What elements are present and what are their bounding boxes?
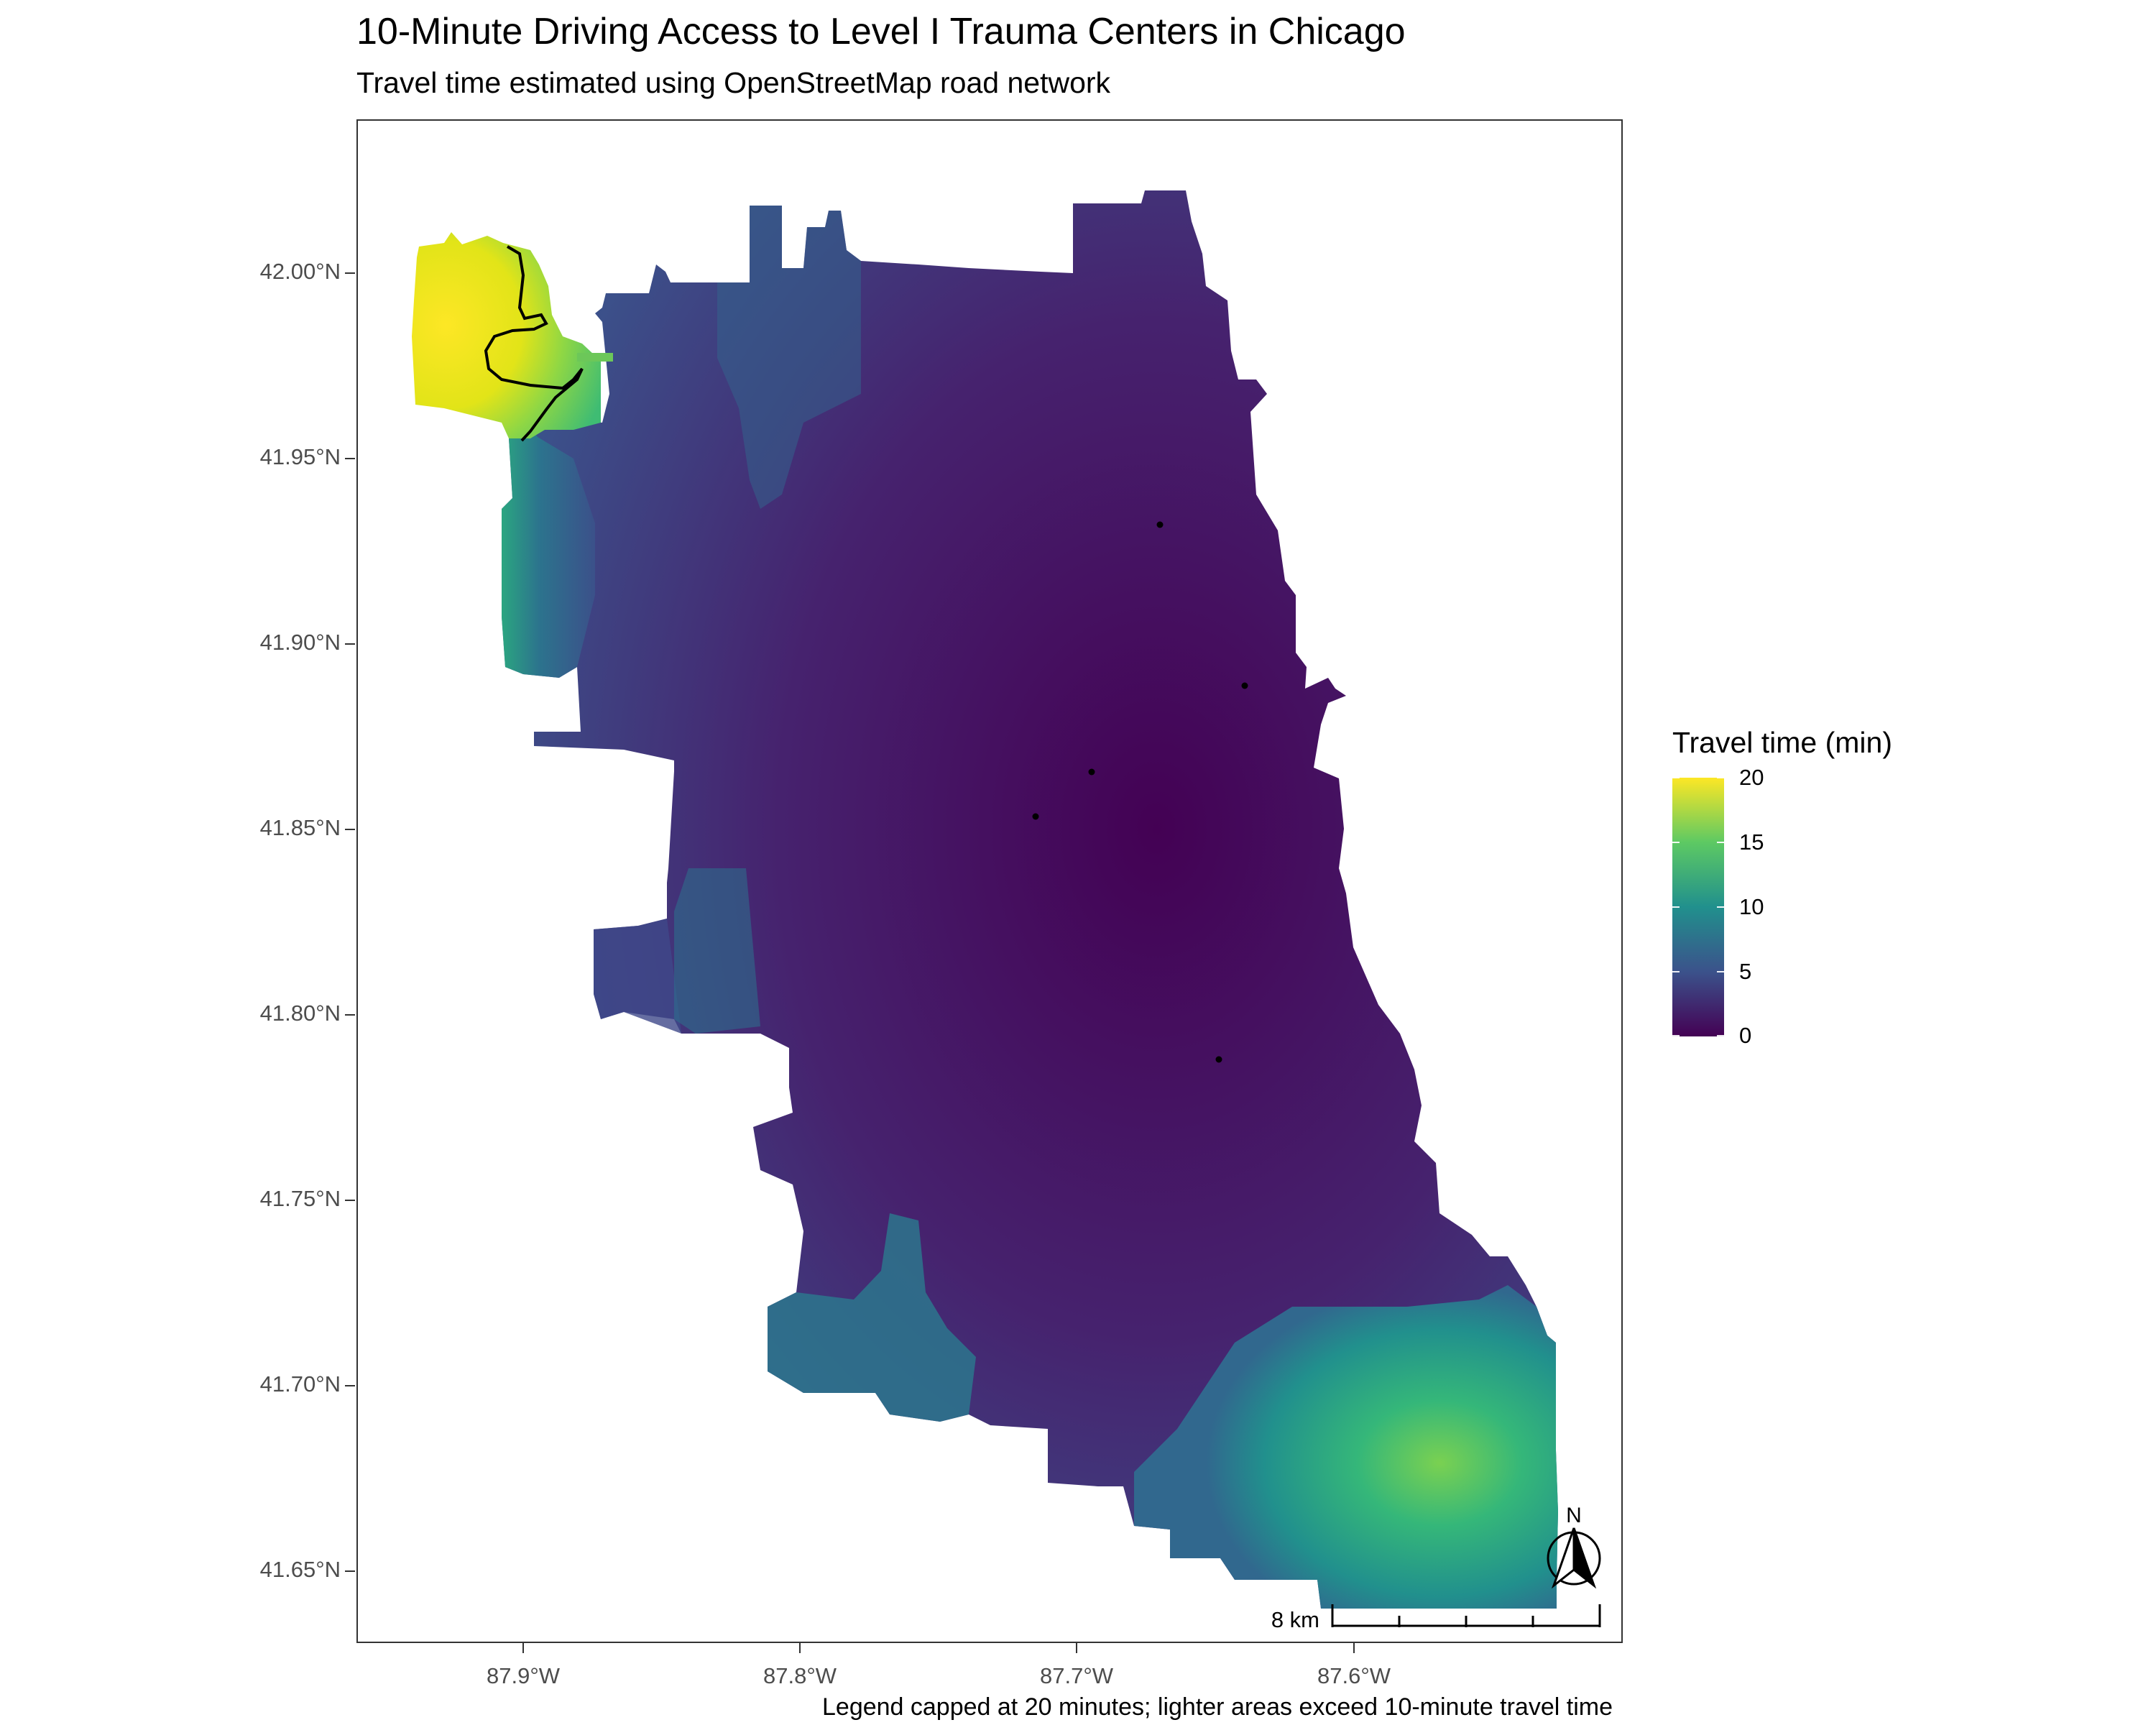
map-panel: 8 km N (356, 119, 1623, 1643)
southwest-lobe (594, 919, 681, 1034)
scale-bar: 8 km (1271, 1604, 1601, 1632)
trauma-center-point (1215, 1056, 1222, 1063)
x-axis-label-87-8: 87.8°W (763, 1663, 837, 1688)
northwest-corridor (502, 417, 595, 678)
y-axis-label-41-70: 41.70°N (259, 1371, 341, 1397)
y-axis-label-41-90: 41.90°N (259, 630, 341, 655)
legend-tick (1672, 971, 1724, 972)
x-axis-label-87-7: 87.7°W (1040, 1663, 1113, 1688)
y-axis-label-41-80: 41.80°N (259, 1000, 341, 1026)
trauma-center-point (1088, 768, 1095, 776)
legend-label-0: 0 (1739, 1023, 1752, 1048)
x-tick (522, 1643, 524, 1653)
y-axis-label-41-65: 41.65°N (259, 1557, 341, 1582)
x-tick (799, 1643, 801, 1653)
y-tick (345, 458, 355, 459)
corridor-link (577, 353, 613, 362)
y-tick (345, 1385, 355, 1386)
y-axis-label-41-75: 41.75°N (259, 1186, 341, 1211)
legend-tick (1672, 906, 1724, 908)
y-axis-label-41-85: 41.85°N (259, 815, 341, 840)
trauma-center-point (1241, 682, 1248, 689)
map-title: 10-Minute Driving Access to Level I Trau… (356, 11, 1406, 52)
y-tick (345, 829, 355, 830)
legend-label-5: 5 (1739, 959, 1752, 984)
north-west-band (717, 206, 861, 509)
x-axis-label-87-9: 87.9°W (487, 1663, 560, 1688)
legend-label-15: 15 (1739, 829, 1764, 855)
y-axis-label-41-95: 41.95°N (259, 444, 341, 469)
map-caption: Legend capped at 20 minutes; lighter are… (822, 1693, 1613, 1721)
x-tick (1076, 1643, 1077, 1653)
chicago-city-area (502, 190, 1558, 1609)
legend-color-bar (1672, 778, 1724, 1036)
river-line (484, 245, 584, 442)
legend-tick (1672, 842, 1724, 843)
trauma-center-point (1032, 813, 1039, 820)
ohare-enclave (412, 232, 601, 438)
southwest-bump (674, 868, 760, 1034)
y-axis-label-42-00: 42.00°N (259, 259, 341, 284)
x-tick (1353, 1643, 1355, 1653)
southeast-zone (1134, 1285, 1558, 1609)
y-tick (345, 1014, 355, 1016)
legend-label-20: 20 (1739, 765, 1764, 790)
legend-tick (1672, 1035, 1724, 1036)
map-subtitle: Travel time estimated using OpenStreetMa… (356, 66, 1111, 99)
scale-bar-label: 8 km (1271, 1607, 1319, 1632)
trauma-center-point (1156, 521, 1164, 528)
x-axis-label-87-6: 87.6°W (1317, 1663, 1391, 1688)
travel-time-map: 8 km N (412, 190, 1601, 1632)
north-arrow-icon: N (1547, 1504, 1601, 1589)
north-arrow-label: N (1566, 1504, 1582, 1527)
y-tick (345, 643, 355, 645)
legend-title: Travel time (min) (1672, 726, 1892, 759)
y-tick (345, 272, 355, 274)
y-tick (345, 1570, 355, 1572)
south-lobe (768, 1213, 976, 1422)
legend-label-10: 10 (1739, 894, 1764, 919)
y-tick (345, 1200, 355, 1201)
legend-tick (1672, 777, 1724, 778)
